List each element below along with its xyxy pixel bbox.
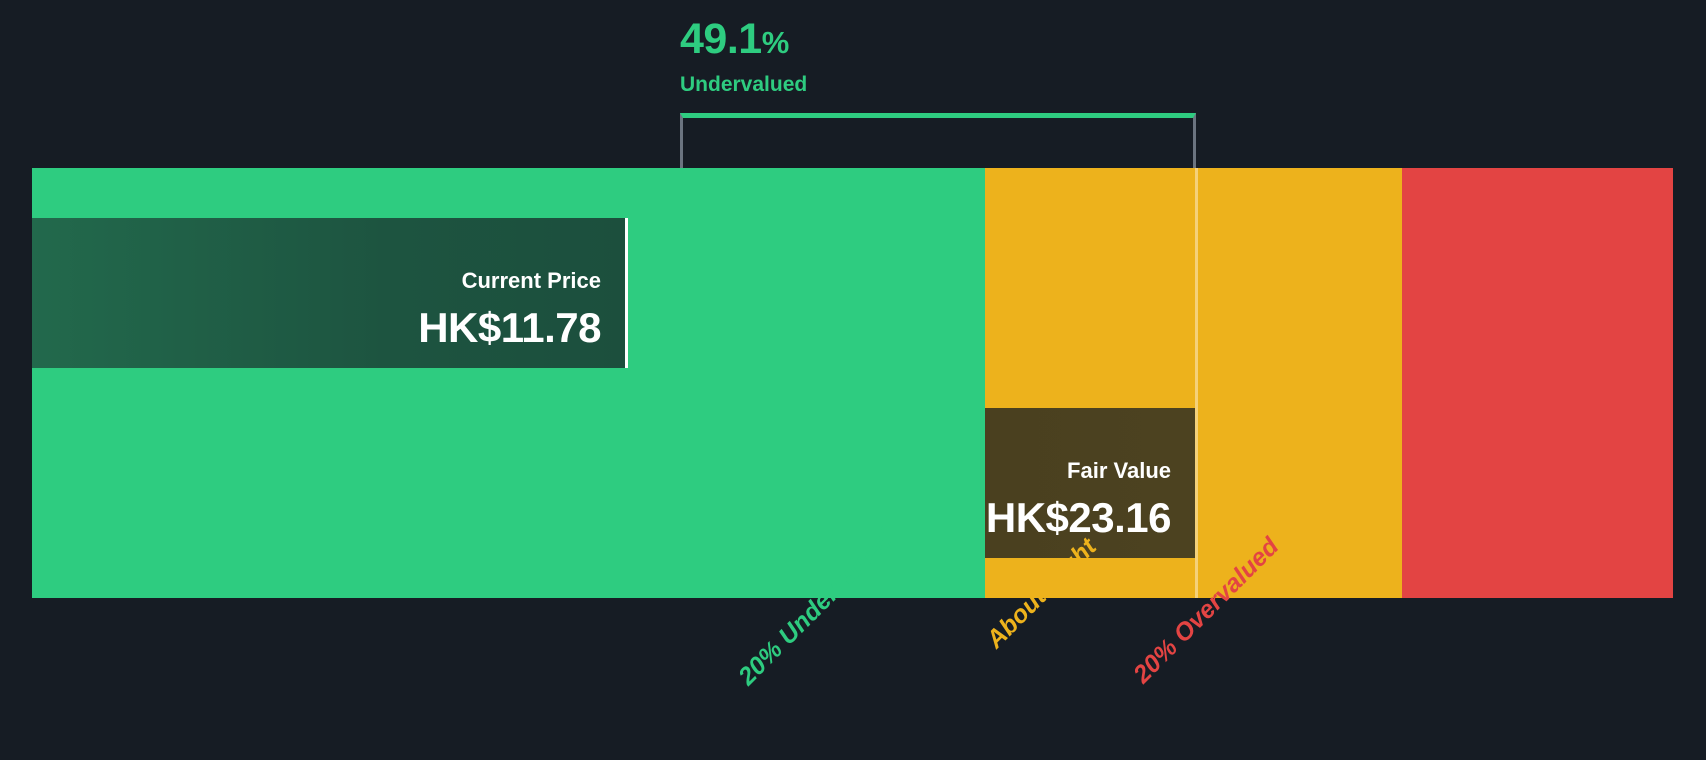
fair-value-marker[interactable]: Fair Value HK$23.16 [985,408,1195,558]
fair-value-label: Fair Value [1067,458,1171,483]
percent-sign: % [761,25,790,60]
zone-overvalued [1402,168,1673,598]
discount-percent-number: 49.1 [680,15,762,63]
valuation-band: Current Price HK$11.78 Fair Value HK$23.… [32,168,1673,598]
current-price-marker[interactable]: Current Price HK$11.78 [32,218,628,368]
discount-percent: 49.1% [680,18,807,61]
current-price-label: Current Price [461,268,601,293]
valuation-status: Undervalued [680,73,808,96]
current-price-value: HK$11.78 [418,304,601,351]
fair-value-gap-bracket [680,113,1196,169]
zone-divider-line [1195,168,1198,598]
fair-value-value: HK$23.16 [985,494,1172,541]
valuation-headline: 49.1% Undervalued [680,18,808,96]
